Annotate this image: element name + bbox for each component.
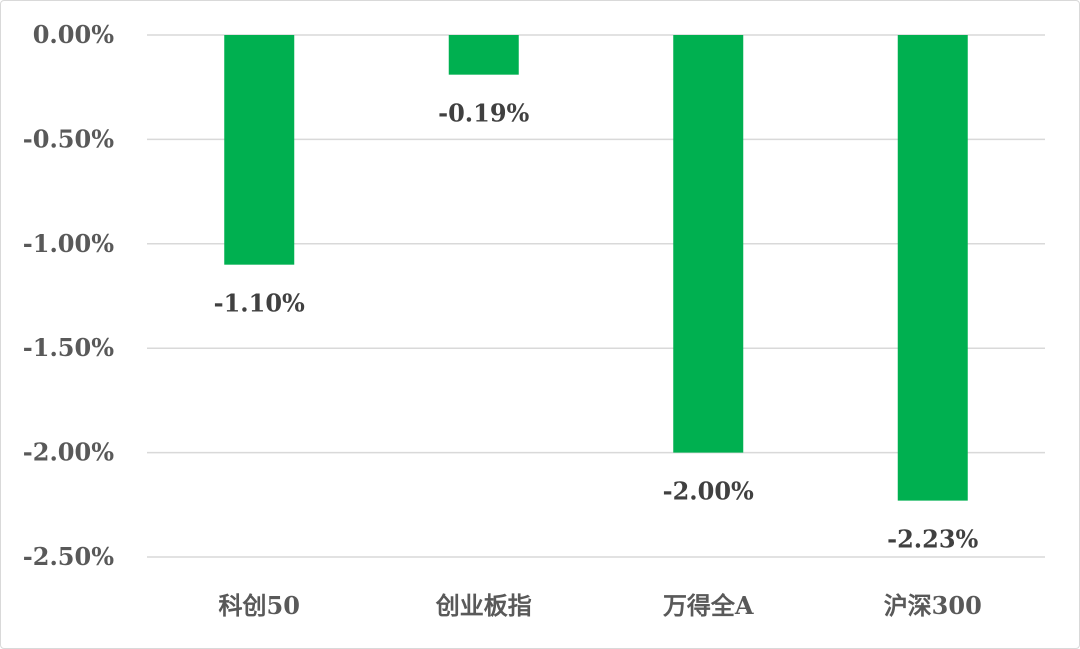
data-label: -1.10% <box>214 289 305 318</box>
y-tick-label: 0.00% <box>33 20 114 49</box>
y-tick-label: -1.00% <box>23 229 114 258</box>
bar <box>673 35 744 453</box>
bar <box>224 35 295 265</box>
data-label: -0.19% <box>438 99 529 128</box>
x-category-label: 创业板指 <box>435 591 532 620</box>
y-tick-label: -0.50% <box>23 124 114 153</box>
y-tick-label: -1.50% <box>23 333 114 362</box>
x-category-label: 万得全A <box>663 591 754 620</box>
y-axis-tick-labels: 0.00% -0.50% -1.00% -1.50% -2.00% -2.50% <box>23 20 114 571</box>
data-labels: -1.10% -0.19% -2.00% -2.23% <box>214 99 979 554</box>
gridlines <box>147 34 1045 558</box>
x-axis-category-labels: 科创50 创业板指 万得全A 沪深300 <box>219 591 982 620</box>
y-tick-label: -2.50% <box>23 542 114 571</box>
data-label: -2.23% <box>887 525 978 554</box>
bar <box>897 35 968 501</box>
bar <box>448 35 519 75</box>
x-category-label: 科创50 <box>219 591 300 620</box>
bars <box>224 35 968 501</box>
data-label: -2.00% <box>663 477 754 506</box>
x-category-label: 沪深300 <box>884 591 982 620</box>
y-tick-label: -2.00% <box>23 438 114 467</box>
